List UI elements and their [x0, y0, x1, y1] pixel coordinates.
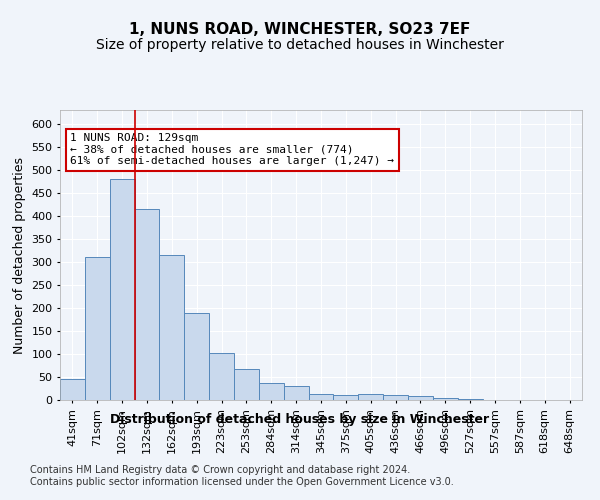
Bar — [60, 380, 85, 400]
Bar — [259, 383, 284, 400]
Bar — [110, 179, 134, 400]
Bar — [85, 258, 110, 400]
Bar — [334, 396, 358, 400]
Bar — [134, 209, 160, 400]
Bar — [308, 394, 334, 400]
Bar — [408, 396, 433, 400]
Text: 1 NUNS ROAD: 129sqm
← 38% of detached houses are smaller (774)
61% of semi-detac: 1 NUNS ROAD: 129sqm ← 38% of detached ho… — [70, 133, 394, 166]
Text: 1, NUNS ROAD, WINCHESTER, SO23 7EF: 1, NUNS ROAD, WINCHESTER, SO23 7EF — [130, 22, 470, 38]
Bar — [234, 368, 259, 400]
Bar — [160, 255, 184, 400]
Bar — [184, 312, 209, 400]
Text: Size of property relative to detached houses in Winchester: Size of property relative to detached ho… — [96, 38, 504, 52]
Bar — [458, 398, 482, 400]
Text: Distribution of detached houses by size in Winchester: Distribution of detached houses by size … — [110, 412, 490, 426]
Text: Contains HM Land Registry data © Crown copyright and database right 2024.
Contai: Contains HM Land Registry data © Crown c… — [30, 465, 454, 486]
Y-axis label: Number of detached properties: Number of detached properties — [13, 156, 26, 354]
Bar — [358, 394, 383, 400]
Bar — [433, 398, 458, 400]
Bar — [209, 352, 234, 400]
Bar — [383, 395, 408, 400]
Bar — [284, 386, 308, 400]
